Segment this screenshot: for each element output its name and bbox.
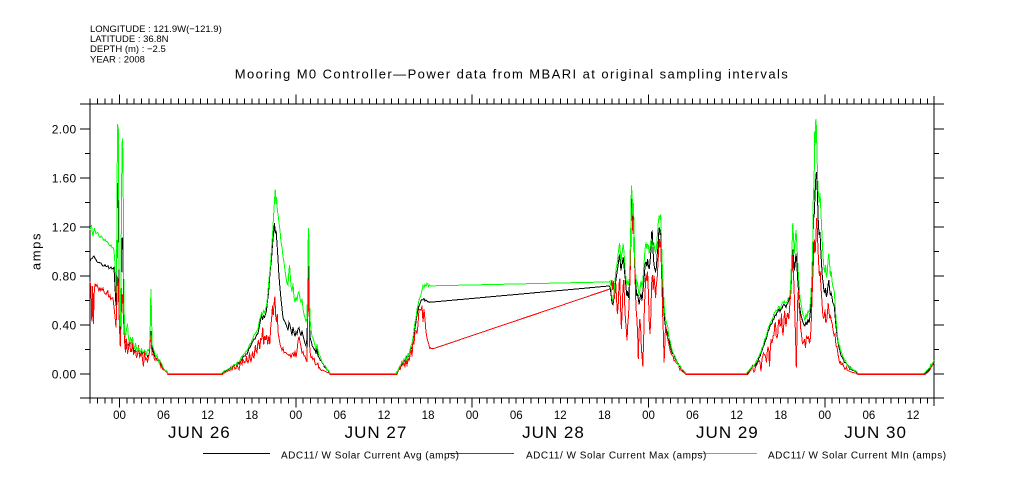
svg-text:0.00: 0.00 [52,368,77,382]
svg-text:1.60: 1.60 [52,172,77,186]
svg-text:00: 00 [289,410,302,422]
svg-text:06: 06 [334,410,347,422]
svg-text:18: 18 [422,410,435,422]
svg-text:0.80: 0.80 [52,270,77,284]
svg-text:12: 12 [554,410,567,422]
svg-text:06: 06 [862,410,875,422]
svg-text:1.20: 1.20 [52,221,77,235]
svg-text:JUN 26: JUN 26 [168,423,231,442]
svg-text:YEAR : 2008: YEAR : 2008 [90,54,145,65]
svg-text:00: 00 [818,410,831,422]
svg-text:18: 18 [245,410,258,422]
svg-text:ADC11/ W Solar Current Avg (am: ADC11/ W Solar Current Avg (amps) [281,451,459,462]
svg-text:06: 06 [157,410,170,422]
svg-text:JUN 28: JUN 28 [522,423,585,442]
svg-text:LONGITUDE : 121.9W(−121.9): LONGITUDE : 121.9W(−121.9) [90,24,222,35]
svg-text:JUN 30: JUN 30 [844,423,907,442]
svg-text:JUN 27: JUN 27 [345,423,408,442]
svg-text:0.40: 0.40 [52,319,77,333]
svg-text:00: 00 [642,410,655,422]
svg-text:00: 00 [113,410,126,422]
svg-text:LATITUDE : 36.8N: LATITUDE : 36.8N [90,34,169,45]
svg-text:ADC11/ W Solar Current Max (am: ADC11/ W Solar Current Max (amps) [526,451,707,462]
svg-text:00: 00 [466,410,479,422]
svg-text:2.00: 2.00 [52,123,77,137]
svg-text:06: 06 [686,410,699,422]
svg-text:DEPTH (m) : −2.5: DEPTH (m) : −2.5 [90,44,166,55]
svg-text:amps: amps [29,232,44,270]
svg-text:06: 06 [510,410,523,422]
svg-text:12: 12 [730,410,743,422]
svg-text:18: 18 [774,410,787,422]
svg-text:12: 12 [201,410,214,422]
svg-text:12: 12 [907,410,920,422]
svg-text:JUN 29: JUN 29 [696,423,759,442]
svg-text:Mooring M0 Controller—Power da: Mooring M0 Controller—Power data from MB… [235,67,789,82]
svg-text:18: 18 [598,410,611,422]
svg-text:ADC11/ W Solar Current MIn (am: ADC11/ W Solar Current MIn (amps) [768,451,947,462]
svg-text:12: 12 [378,410,391,422]
